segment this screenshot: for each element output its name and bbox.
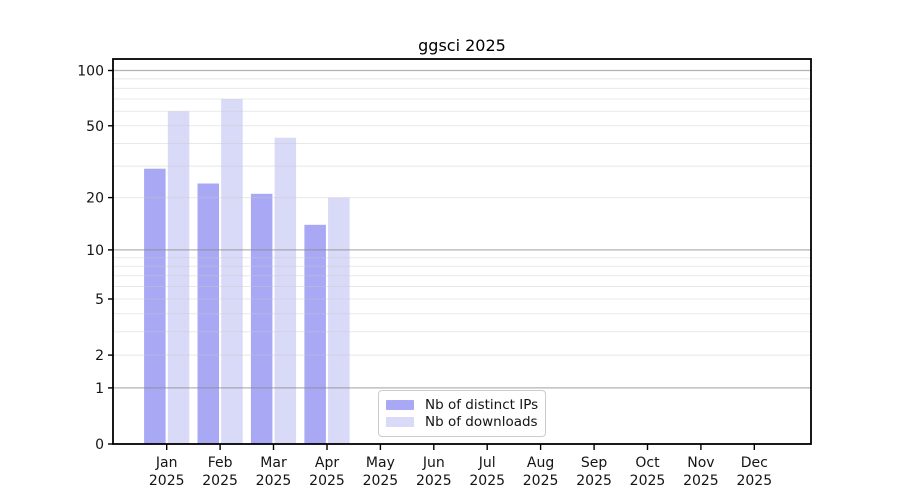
x-tick-label-month: Feb: [208, 455, 233, 471]
x-tick-label-month: Jul: [478, 455, 496, 471]
bar-downloads-jan: [167, 111, 190, 445]
legend-item-downloads: Nb of downloads: [386, 414, 538, 432]
bar-ips-apr: [304, 224, 326, 444]
legend-swatch-downloads: [386, 417, 414, 428]
x-tick-label-month: Oct: [635, 455, 660, 471]
x-tick-label-year: 2025: [202, 473, 238, 489]
legend-label-downloads: Nb of downloads: [425, 414, 538, 431]
y-tick-label: 0: [95, 437, 104, 453]
bar-ips-mar: [250, 193, 273, 444]
y-tick-label: 2: [95, 348, 104, 364]
y-tick-label: 100: [77, 64, 104, 80]
bar-ips-feb: [197, 183, 219, 444]
x-tick-label-year: 2025: [416, 473, 452, 489]
x-tick-label-year: 2025: [363, 473, 399, 489]
x-tick-label-year: 2025: [576, 473, 612, 489]
x-tick-label-month: Jun: [422, 455, 445, 471]
x-tick-label-month: Sep: [581, 455, 608, 471]
x-tick-label-year: 2025: [256, 473, 292, 489]
bar-downloads-mar: [274, 137, 297, 444]
x-tick-label-year: 2025: [736, 473, 772, 489]
bar-downloads-apr: [328, 197, 350, 444]
legend-swatch-distinct-ips: [386, 399, 414, 410]
legend-item-distinct-ips: Nb of distinct IPs: [386, 396, 539, 414]
x-tick-label-month: Apr: [315, 455, 339, 471]
x-tick-label-month: Aug: [527, 455, 554, 471]
x-tick-label-year: 2025: [630, 473, 666, 489]
y-tick-label: 20: [86, 191, 104, 207]
x-tick-label-month: Nov: [687, 455, 714, 471]
legend-label-distinct-ips: Nb of distinct IPs: [425, 396, 539, 413]
chart-title: ggsci 2025: [418, 36, 506, 55]
x-tick-label-year: 2025: [309, 473, 345, 489]
x-tick-label-year: 2025: [149, 473, 185, 489]
plot-border: [112, 58, 812, 445]
x-tick-label-month: Jan: [155, 455, 178, 471]
x-tick-label-year: 2025: [469, 473, 505, 489]
x-tick-label-year: 2025: [683, 473, 719, 489]
bar-downloads-feb: [221, 99, 243, 444]
x-tick-label-year: 2025: [523, 473, 559, 489]
y-tick-label: 50: [86, 119, 104, 135]
x-tick-label-month: May: [366, 455, 395, 471]
y-tick-label: 10: [86, 243, 104, 259]
y-tick-label: 1: [95, 381, 104, 397]
bar-ips-jan: [144, 168, 166, 444]
x-tick-label-month: Dec: [741, 455, 768, 471]
y-tick-label: 5: [95, 292, 104, 308]
x-tick-label-month: Mar: [260, 455, 287, 471]
legend: Nb of distinct IPs Nb of downloads: [378, 390, 546, 437]
